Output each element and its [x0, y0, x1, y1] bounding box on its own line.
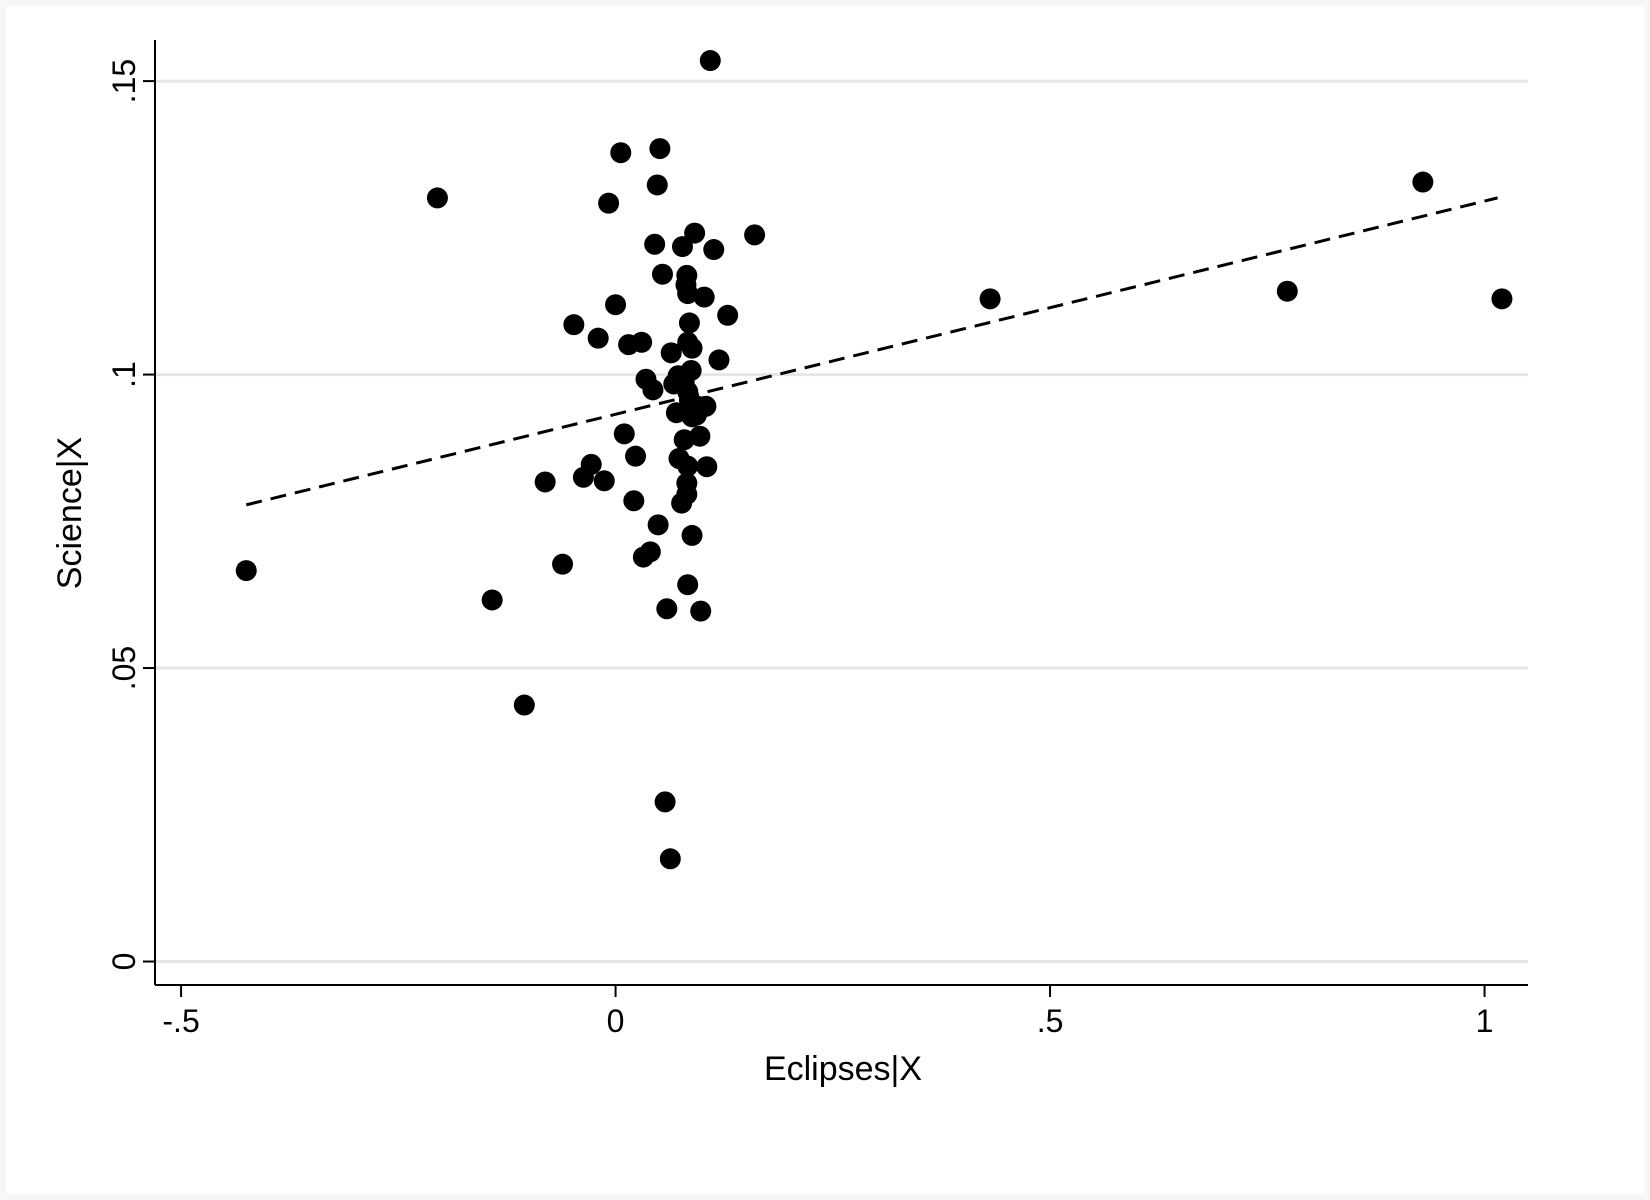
- data-point: [563, 314, 585, 336]
- gridlines: [155, 79, 1528, 964]
- data-point: [632, 546, 654, 568]
- data-points: [235, 50, 1513, 870]
- data-point: [979, 288, 1001, 310]
- data-point: [593, 470, 615, 492]
- data-point: [654, 791, 676, 813]
- data-point: [651, 263, 673, 285]
- data-point: [1276, 280, 1298, 302]
- data-point: [613, 423, 635, 445]
- y-tick-label: .15: [106, 59, 142, 103]
- data-point: [513, 694, 535, 716]
- data-point: [684, 222, 706, 244]
- x-tick-label: -.5: [162, 1003, 199, 1039]
- y-axis-title: Science|X: [51, 437, 89, 589]
- data-point: [426, 187, 448, 209]
- data-point: [696, 456, 718, 478]
- data-point: [1491, 288, 1513, 310]
- y-tick-label: .1: [106, 361, 142, 388]
- data-point: [744, 224, 766, 246]
- data-point: [678, 312, 700, 334]
- data-point: [610, 142, 632, 164]
- data-point: [644, 233, 666, 255]
- data-point: [717, 304, 739, 326]
- data-point: [1412, 171, 1434, 193]
- x-tick-label: 0: [607, 1003, 625, 1039]
- x-tick-label: .5: [1037, 1003, 1064, 1039]
- data-point: [656, 598, 678, 620]
- data-point: [689, 425, 711, 447]
- data-point: [481, 589, 503, 611]
- data-point: [625, 445, 647, 467]
- x-tick-label: 1: [1476, 1003, 1494, 1039]
- axes: [143, 40, 1528, 997]
- data-point: [649, 138, 671, 160]
- tick-labels: 0 .05 .1 .15 -.5 0 .5 1: [106, 59, 1493, 1039]
- data-point: [693, 286, 715, 308]
- data-point: [642, 379, 664, 401]
- x-axis-title: Eclipses|X: [764, 1050, 922, 1088]
- data-point: [647, 514, 669, 536]
- data-point: [673, 429, 695, 451]
- data-point: [677, 574, 699, 596]
- data-point: [534, 471, 556, 493]
- fitted-line: [245, 196, 1498, 507]
- data-point: [552, 553, 574, 575]
- data-point: [598, 192, 620, 214]
- data-point: [587, 327, 609, 349]
- data-point: [685, 404, 707, 426]
- data-point: [646, 174, 668, 196]
- data-point: [572, 466, 594, 488]
- data-point: [605, 294, 627, 316]
- data-point: [623, 490, 645, 512]
- data-point: [677, 455, 699, 477]
- data-point: [618, 334, 640, 356]
- data-point: [660, 342, 682, 364]
- y-tick-label: .05: [106, 646, 142, 690]
- fit-line-layer: [245, 196, 1498, 507]
- data-point: [690, 600, 712, 622]
- y-tick-label: 0: [106, 953, 142, 971]
- scatter-chart: 0 .05 .1 .15 -.5 0 .5 1 Eclipses|X Science|X: [51, 40, 1528, 1088]
- data-point: [699, 50, 721, 72]
- chart-frame: 0 .05 .1 .15 -.5 0 .5 1 Eclipses|X Science|X: [6, 6, 1644, 1194]
- data-point: [659, 848, 681, 870]
- data-point: [681, 337, 703, 359]
- data-point: [671, 492, 693, 514]
- data-point: [703, 239, 725, 261]
- data-point: [681, 524, 703, 546]
- data-point: [708, 349, 730, 371]
- data-point: [677, 283, 699, 305]
- data-point: [235, 560, 257, 582]
- data-point: [671, 236, 693, 258]
